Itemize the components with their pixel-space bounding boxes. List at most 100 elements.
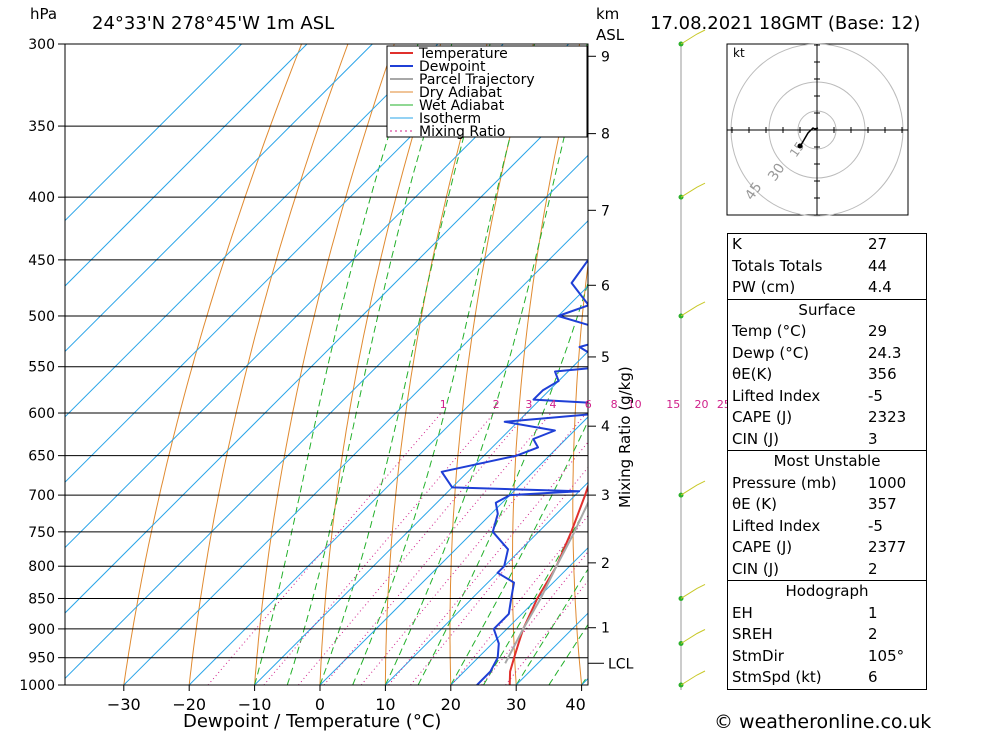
- mixing-ratio-line: [505, 580, 588, 685]
- plot-frame: [64, 43, 589, 686]
- pressure-tick-label: 850: [28, 591, 55, 607]
- legend-temperature: Temperature: [418, 46, 508, 62]
- wind-barb: [680, 629, 706, 644]
- s-li-value: -5: [868, 386, 883, 405]
- mu-cin-label: CIN (J): [732, 559, 780, 578]
- legend-mixing-ratio: Mixing Ratio: [419, 124, 505, 140]
- temperature-tick-label: −30: [107, 695, 141, 714]
- mu-cin-value: 2: [868, 559, 878, 578]
- k-value: 27: [868, 235, 888, 253]
- dry-adiabat-line: [631, 44, 672, 685]
- temperature-tick-label: 20: [441, 695, 461, 714]
- pressure-tick-label: 450: [28, 253, 55, 269]
- legend-dry-adiabat: Dry Adiabat: [419, 85, 502, 101]
- mu-thetae-label: θE (K): [732, 495, 777, 513]
- isotherm-line: [65, 44, 569, 549]
- s-temp-value: 29: [868, 322, 888, 340]
- hodograph-unit: kt: [733, 46, 745, 60]
- x-axis-title: Dewpoint / Temperature (°C): [183, 711, 441, 732]
- mixing-ratio-label: 6: [585, 398, 592, 411]
- temperature-line: [508, 483, 588, 685]
- km-tick-label: 8: [601, 127, 610, 143]
- mixing-ratio-labels: 1 2 3 4 6 8 10 15 20 25: [440, 398, 731, 411]
- isotherm-line: [450, 547, 588, 685]
- km-tick-label: 4: [601, 419, 610, 435]
- isotherms: [65, 44, 588, 685]
- dewpoint-line: [440, 258, 588, 685]
- mixing-ratio-label: 10: [628, 398, 642, 411]
- km-tick-label: 7: [601, 203, 610, 219]
- isotherm-line: [65, 44, 242, 222]
- isotherm-line: [65, 44, 439, 418]
- km-unit-label: km: [596, 5, 619, 23]
- s-thetae-value: 356: [868, 365, 897, 383]
- mixing-ratio-line: [323, 412, 552, 685]
- pressure-tick-label: 650: [28, 449, 55, 465]
- km-tick-label: 6: [601, 278, 610, 294]
- isotherm-line: [65, 44, 373, 353]
- tt-label: Totals Totals: [732, 256, 823, 275]
- mixing-ratio-line: [451, 514, 588, 685]
- credit-text: © weatheronline.co.uk: [714, 711, 931, 733]
- srh-label: SREH: [732, 625, 773, 643]
- mixing-ratio-line: [360, 412, 587, 685]
- location-title: 24°33'N 278°45'W 1m ASL: [92, 13, 334, 34]
- dry-adiabat-line: [688, 44, 719, 685]
- isotherm-line: [385, 481, 588, 685]
- mixing-ratio-label: 15: [666, 398, 680, 411]
- mu-title: Most Unstable: [773, 452, 881, 470]
- lcl-label: LCL: [608, 656, 634, 672]
- mixing-ratio-line: [298, 412, 528, 685]
- wind-barb: [680, 670, 706, 686]
- legend-wet-adiabat: Wet Adiabat: [419, 98, 505, 114]
- wet-adiabat-line: [319, 44, 491, 685]
- mixing-ratio-axis-title: Mixing Ratio (g/kg): [616, 366, 634, 508]
- km-tick-label: 3: [601, 488, 610, 504]
- temperature-tick-label: −20: [172, 695, 206, 714]
- wind-barb: [680, 182, 706, 198]
- mixing-ratio-label: 4: [550, 398, 557, 411]
- mu-p-value: 1000: [868, 473, 907, 492]
- asl-unit-label: ASL: [596, 26, 625, 44]
- isotherm-line: [254, 350, 588, 685]
- pressure-tick-label: 300: [28, 37, 55, 53]
- pressure-tick-label: 550: [28, 360, 55, 376]
- legend-isotherm: Isotherm: [419, 111, 481, 127]
- hodo-title: Hodograph: [785, 582, 869, 600]
- dry-adiabat-line: [996, 44, 1000, 685]
- mu-li-value: -5: [868, 516, 883, 535]
- wet-adiabat-line: [515, 568, 588, 685]
- km-axis: 1 2 3 4 5 6 7 8 9 LCL: [588, 49, 634, 672]
- pressure-tick-label: 350: [28, 119, 55, 135]
- eh-label: EH: [732, 603, 753, 622]
- index-table: K 27 Totals Totals 44 PW (cm) 4.4 Surface T…: [727, 233, 927, 690]
- s-temp-label: Temp (°C): [732, 322, 807, 340]
- temperature-tick-label: 10: [375, 695, 395, 714]
- pressure-tick-label: 900: [28, 622, 55, 638]
- mu-thetae-value: 357: [868, 495, 897, 513]
- mixing-ratio-label: 20: [695, 398, 709, 411]
- km-tick-label: 2: [601, 556, 610, 572]
- s-cape-label: CAPE (J): [732, 408, 793, 426]
- temperature-tick-label: 0: [315, 695, 325, 714]
- datetime-title: 17.08.2021 18GMT (Base: 12): [650, 13, 920, 34]
- s-cin-value: 3: [868, 429, 878, 448]
- wet-adiabat-line: [417, 281, 588, 685]
- dry-adiabat-line: [123, 44, 303, 685]
- temperature-tick-label: −10: [238, 695, 272, 714]
- isotherm-line: [188, 285, 588, 685]
- tt-value: 44: [868, 256, 888, 275]
- eh-value: 1: [868, 603, 878, 622]
- pressure-tick-labels: 300 350 400 450 500 550 600 650 700 750 800 850 900 9…: [19, 37, 55, 694]
- mixing-ratio-line: [263, 412, 495, 685]
- s-dewp-value: 24.3: [868, 343, 902, 362]
- pressure-tick-label: 700: [28, 488, 55, 504]
- mu-cape-label: CAPE (J): [732, 538, 793, 556]
- temperature-tick-labels: −30 −20 −10 0 10 20 30 40: [107, 685, 586, 714]
- wind-barb-axis: [678, 29, 706, 690]
- wind-barb: [680, 29, 706, 45]
- hodograph: kt 15 30 45: [726, 43, 909, 217]
- mixing-ratio-label: 8: [611, 398, 618, 411]
- dry-adiabat-line: [188, 44, 349, 685]
